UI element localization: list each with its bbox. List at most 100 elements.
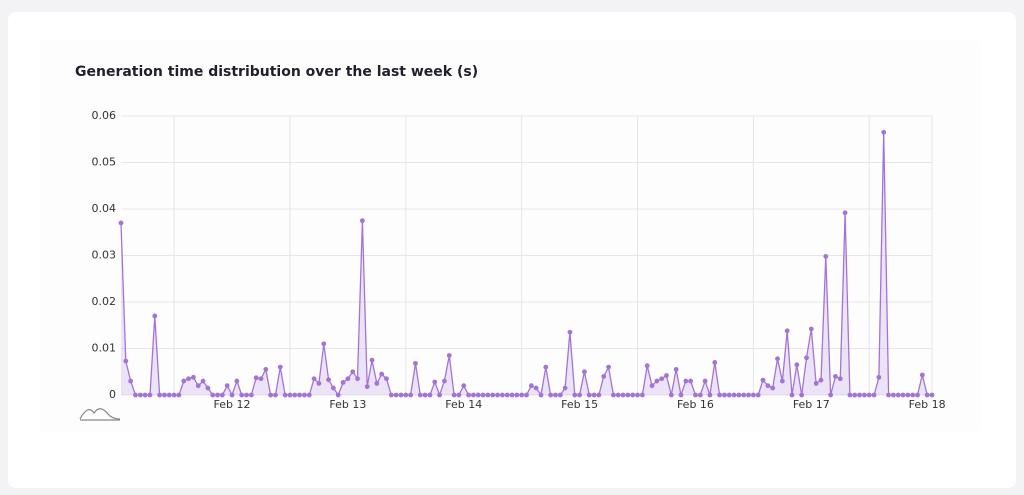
point (442, 378, 447, 384)
point (451, 392, 457, 398)
point (166, 392, 172, 398)
y-tick-label: 0.05 (92, 156, 117, 169)
point (606, 364, 611, 370)
point (152, 313, 158, 319)
point (915, 392, 920, 398)
point (128, 378, 134, 384)
point (490, 392, 496, 398)
point (123, 358, 129, 364)
point (239, 392, 245, 398)
point (601, 374, 607, 379)
point (765, 383, 771, 389)
point (654, 378, 660, 384)
point (644, 363, 650, 369)
point (726, 392, 732, 398)
point (543, 364, 549, 370)
x-tick-label: Feb 17 (793, 398, 830, 411)
point (403, 392, 409, 398)
point (398, 392, 404, 398)
point (610, 392, 616, 398)
point (311, 376, 317, 382)
point (408, 392, 414, 398)
point (171, 392, 177, 398)
point (533, 385, 539, 391)
point (219, 392, 225, 398)
point (895, 392, 901, 398)
point (630, 392, 636, 398)
point (417, 392, 423, 398)
point (437, 392, 443, 398)
point (374, 380, 380, 386)
point (736, 392, 742, 398)
point (712, 360, 718, 365)
point (582, 369, 587, 375)
point (205, 385, 211, 391)
point (519, 392, 525, 398)
point (639, 392, 645, 398)
point (688, 378, 694, 384)
point (871, 392, 877, 398)
point (147, 392, 153, 398)
point (176, 392, 182, 398)
point (683, 378, 689, 384)
chart-title: Generation time distribution over the la… (75, 64, 478, 80)
point (837, 376, 843, 382)
point (707, 392, 713, 398)
point (596, 392, 602, 398)
point (833, 374, 838, 379)
x-tick-label: Feb 12 (214, 398, 251, 411)
point (292, 392, 298, 398)
point (157, 392, 163, 398)
point (316, 380, 322, 386)
point (789, 392, 795, 398)
point (191, 374, 196, 380)
point (456, 392, 462, 398)
point (427, 392, 433, 398)
point (528, 383, 534, 389)
point (186, 376, 191, 382)
point (678, 392, 684, 398)
point (553, 392, 558, 398)
point (572, 392, 578, 398)
point (693, 392, 698, 398)
point (210, 392, 216, 398)
point (591, 392, 597, 398)
point (475, 392, 481, 398)
point (741, 392, 747, 398)
point (886, 392, 891, 398)
point (224, 383, 230, 389)
point (804, 355, 809, 361)
point (388, 392, 394, 398)
point (919, 372, 925, 378)
point (277, 364, 283, 370)
point (350, 369, 356, 375)
x-tick-label: Feb 18 (909, 398, 946, 411)
point (813, 380, 819, 386)
point (697, 392, 703, 398)
point (287, 392, 293, 398)
point (586, 392, 592, 398)
point (422, 392, 428, 398)
point (384, 376, 389, 382)
point (775, 356, 780, 362)
point (234, 378, 240, 384)
point (379, 371, 385, 377)
point (538, 392, 544, 398)
point (162, 392, 167, 398)
point (828, 392, 834, 398)
point (524, 392, 529, 398)
point (480, 392, 486, 398)
point (195, 383, 201, 389)
point (620, 392, 626, 398)
point (133, 392, 138, 398)
point (335, 392, 341, 398)
point (263, 367, 269, 372)
point (200, 378, 206, 384)
panel (40, 40, 982, 432)
point (248, 392, 254, 398)
y-tick-label: 0.04 (92, 202, 117, 215)
point (466, 392, 471, 398)
point (799, 392, 805, 398)
point (514, 392, 520, 398)
